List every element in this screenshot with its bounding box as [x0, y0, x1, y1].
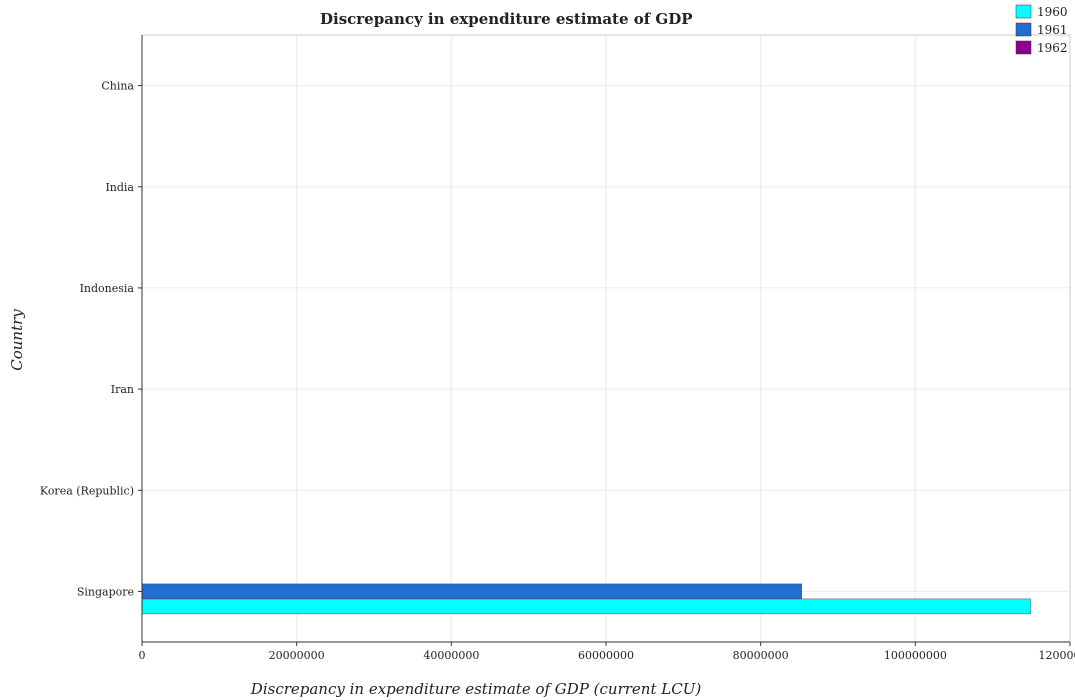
y-axis-label: Country: [8, 309, 26, 371]
y-tick-label: Singapore: [77, 585, 134, 598]
axes: [138, 34, 1071, 646]
bars: [141, 583, 1031, 615]
grid: [141, 35, 1071, 642]
tick-labels: 0 20000000 40000000 60000000 80000000 1000000…: [40, 80, 1075, 662]
y-tick-label: China: [101, 80, 134, 93]
x-tick-label: 40000000: [423, 649, 479, 662]
bar-1961-singapore: [141, 583, 802, 600]
y-tick-label: Indonesia: [80, 282, 135, 295]
x-tick-label: 0: [139, 649, 146, 662]
x-axis-label: Discrepancy in expenditure estimate of G…: [250, 680, 702, 698]
bar-1960-singapore: [141, 598, 1031, 615]
legend-label-1961: 1961: [1037, 23, 1068, 37]
legend-label-1962: 1962: [1037, 41, 1068, 55]
legend-label-1960: 1960: [1037, 5, 1068, 19]
y-tick-label: Korea (Republic): [40, 484, 134, 497]
legend-swatch-1962: [1015, 40, 1032, 55]
y-tick-label: Iran: [111, 383, 134, 396]
legend-swatch-1960: [1015, 4, 1032, 19]
chart-title: Discrepancy in expenditure estimate of G…: [320, 10, 693, 28]
x-tick-label: 60000000: [578, 649, 634, 662]
x-tick-label: 120000000: [1039, 649, 1075, 662]
x-tick-label: 20000000: [269, 649, 325, 662]
legend-swatch-1961: [1015, 22, 1032, 37]
legend: 1960 1961 1962: [1015, 4, 1068, 55]
x-tick-label: 80000000: [733, 649, 789, 662]
y-tick-label: India: [105, 181, 134, 194]
x-tick-label: 100000000: [884, 649, 947, 662]
